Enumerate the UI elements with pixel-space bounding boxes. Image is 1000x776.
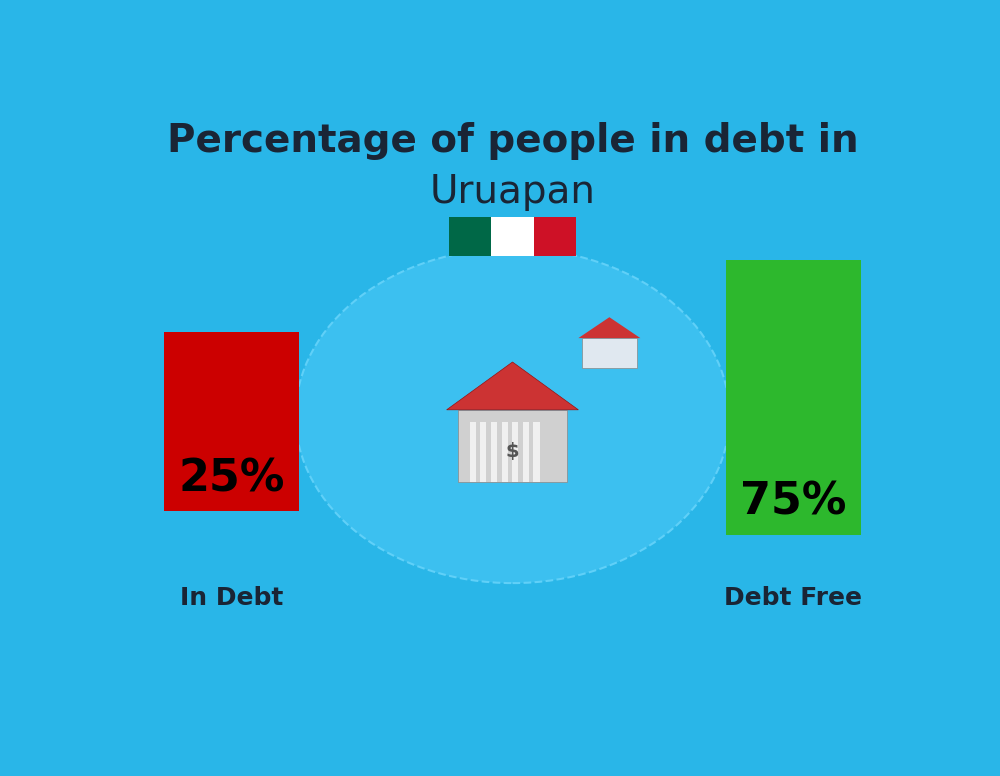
Polygon shape <box>578 317 640 338</box>
FancyBboxPatch shape <box>480 422 486 481</box>
Text: Uruapan: Uruapan <box>430 173 595 211</box>
FancyBboxPatch shape <box>534 217 576 256</box>
FancyBboxPatch shape <box>164 332 299 511</box>
Text: In Debt: In Debt <box>180 586 284 610</box>
FancyBboxPatch shape <box>470 422 476 481</box>
Text: Debt Free: Debt Free <box>724 586 862 610</box>
FancyBboxPatch shape <box>533 422 540 481</box>
FancyBboxPatch shape <box>458 410 567 481</box>
FancyBboxPatch shape <box>491 422 497 481</box>
FancyBboxPatch shape <box>523 422 529 481</box>
FancyBboxPatch shape <box>502 422 508 481</box>
Text: 75%: 75% <box>740 481 847 524</box>
Text: 25%: 25% <box>178 457 285 500</box>
FancyBboxPatch shape <box>726 261 861 535</box>
FancyBboxPatch shape <box>582 338 637 368</box>
FancyBboxPatch shape <box>449 217 491 256</box>
FancyBboxPatch shape <box>491 217 534 256</box>
FancyBboxPatch shape <box>512 422 518 481</box>
Text: $: $ <box>506 442 519 461</box>
Circle shape <box>296 248 730 583</box>
Text: Percentage of people in debt in: Percentage of people in debt in <box>167 122 858 160</box>
Polygon shape <box>447 362 578 410</box>
